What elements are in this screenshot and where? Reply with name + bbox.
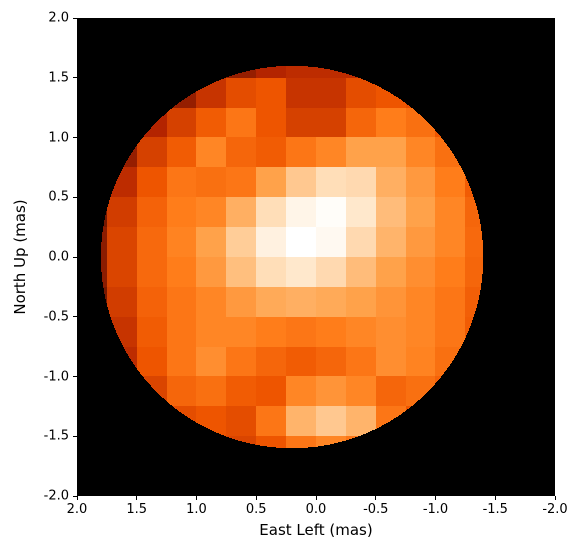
- x-tick-label: -1.5: [483, 502, 508, 517]
- x-tick: [375, 496, 376, 500]
- y-tick-label: 2.0: [48, 11, 69, 26]
- y-tick: [73, 197, 77, 198]
- x-tick-label: 0.0: [306, 502, 327, 517]
- y-tick: [73, 18, 77, 19]
- x-tick: [435, 496, 436, 500]
- x-tick-label: 1.5: [126, 502, 147, 517]
- figure: 2.0 1.5 1.0 0.5 0.0 -0.5 -1.0 -1.5 -2.0 -2.0 -1.5 -…: [0, 0, 576, 550]
- y-tick-label: 0.0: [48, 250, 69, 265]
- y-tick-label: 0.5: [48, 190, 69, 205]
- x-tick: [77, 496, 78, 500]
- x-tick: [136, 496, 137, 500]
- plot-area: [77, 18, 555, 496]
- x-tick-label: -0.5: [363, 502, 388, 517]
- x-tick-label: -1.0: [423, 502, 448, 517]
- y-tick: [73, 316, 77, 317]
- y-tick: [73, 137, 77, 138]
- x-tick: [316, 496, 317, 500]
- x-tick-label: 0.5: [246, 502, 267, 517]
- heatmap-canvas: [77, 18, 555, 496]
- x-tick-label: 2.0: [67, 502, 88, 517]
- y-tick-label: 1.0: [48, 130, 69, 145]
- y-tick: [73, 257, 77, 258]
- x-tick: [495, 496, 496, 500]
- x-axis-label: East Left (mas): [259, 521, 372, 539]
- y-axis-label: North Up (mas): [11, 199, 29, 314]
- x-tick: [256, 496, 257, 500]
- y-tick: [73, 436, 77, 437]
- y-tick-label: -1.5: [44, 429, 69, 444]
- x-tick: [555, 496, 556, 500]
- y-tick: [73, 77, 77, 78]
- y-tick-label: 1.5: [48, 70, 69, 85]
- y-tick-label: -2.0: [44, 489, 69, 504]
- x-tick: [196, 496, 197, 500]
- x-tick-label: 1.0: [186, 502, 207, 517]
- y-tick-label: -0.5: [44, 309, 69, 324]
- y-tick-label: -1.0: [44, 369, 69, 384]
- x-tick-label: -2.0: [542, 502, 567, 517]
- y-tick: [73, 496, 77, 497]
- y-tick: [73, 376, 77, 377]
